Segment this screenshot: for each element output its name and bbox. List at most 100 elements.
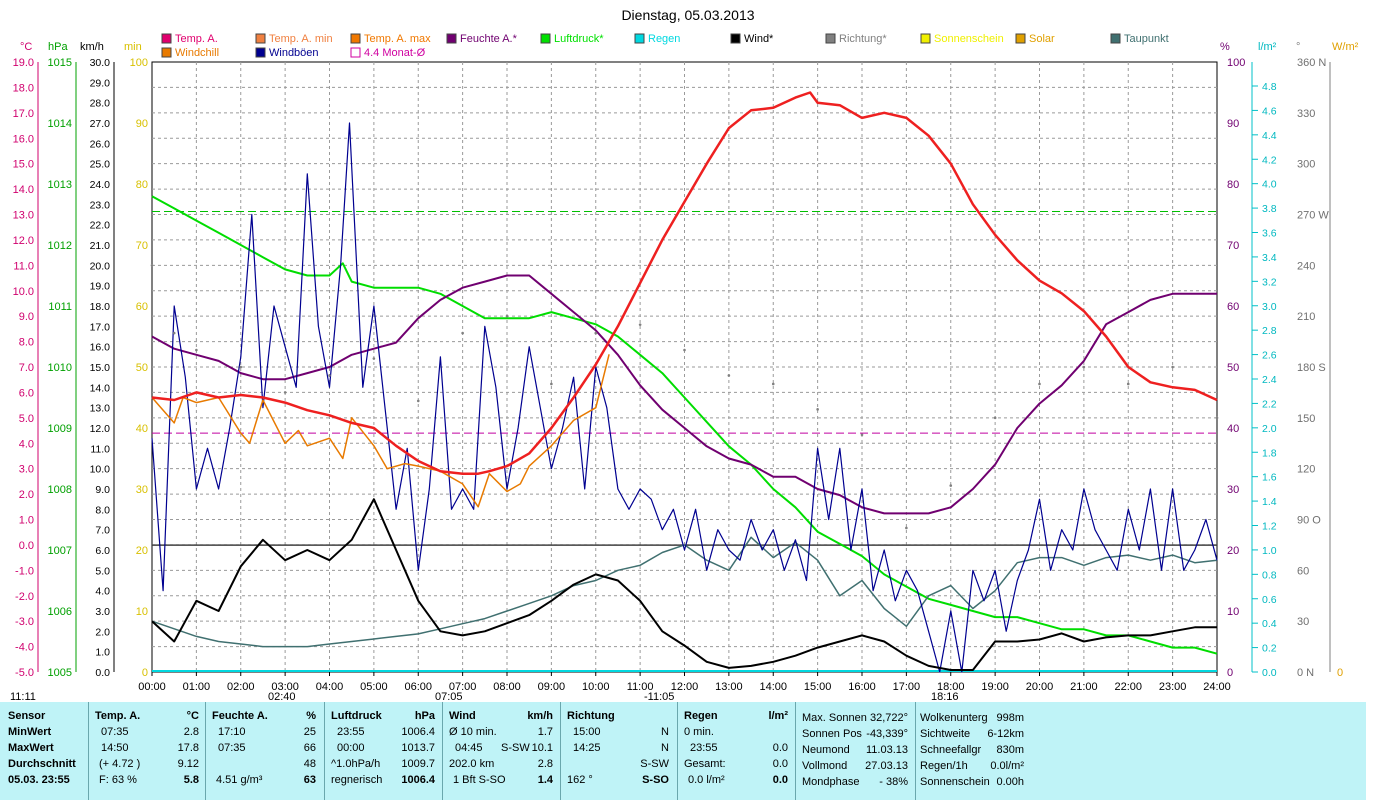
stats-richtung-time: 15:00 <box>573 726 601 738</box>
wind-tick-label: 5.0 <box>95 565 110 577</box>
x-tick-label: 05:00 <box>360 681 388 693</box>
stats-wind-value: 2.8 <box>537 758 553 770</box>
humidity-tick-label: 0 <box>1227 667 1233 679</box>
temp-tick-label: 2.0 <box>19 489 34 501</box>
astro-label: Sonnenschein <box>920 776 990 788</box>
stats-header-druck: Luftdruck <box>331 710 382 722</box>
pressure-tick-label: 1013 <box>48 179 72 191</box>
temp-tick-label: 19.0 <box>13 57 34 69</box>
stats-regen-value: 0.0 <box>772 742 788 754</box>
astro-value: 830m <box>996 744 1024 756</box>
legend-label: Feuchte A.* <box>460 33 518 45</box>
legend-swatch <box>446 33 457 44</box>
min-tick-label: 0 <box>142 667 148 679</box>
stats-regen-col: Regen l/m² 0 min. 23:55 0.0 Gesamt: 0.0 0.0… <box>684 708 788 788</box>
wind-tick-label: 12.0 <box>90 423 111 435</box>
stats-header-temp: Temp. A. <box>95 710 141 722</box>
stats-panel: Sensor MinWert MaxWert Durchschnitt 05.0… <box>0 702 1366 800</box>
series-line-windben <box>151 122 1218 673</box>
humidity-tick-label: 60 <box>1227 301 1239 313</box>
direction-point <box>638 323 642 326</box>
x-tick-label: 17:00 <box>893 681 921 693</box>
direction-point <box>860 433 864 437</box>
x-tick-label: 13:00 <box>715 681 743 693</box>
wind-tick-label: 27.0 <box>90 118 111 130</box>
stats-regen-note: Gesamt: <box>684 758 726 770</box>
rain-tick-label: 1.8 <box>1262 447 1277 459</box>
marker-label: 07:05 <box>435 691 463 702</box>
wind-tick-label: 14.0 <box>90 382 111 394</box>
temp-tick-label: -3.0 <box>15 616 34 628</box>
legend-swatch <box>350 33 361 44</box>
stats-temp-value: 9.12 <box>177 758 199 770</box>
humidity-tick-label: 90 <box>1227 118 1239 130</box>
stats-unit-regen: l/m² <box>768 710 788 722</box>
wind-tick-label: 13.0 <box>90 403 111 415</box>
temp-unit-label: °C <box>20 41 32 53</box>
series-layer <box>150 91 1219 673</box>
stats-feuchte-time: 07:35 <box>218 742 246 754</box>
temp-tick-label: 0.0 <box>19 540 34 552</box>
legend-label: Regen <box>648 33 680 45</box>
astro-value: 11.03.13 <box>865 744 908 756</box>
direction-point <box>683 348 686 352</box>
rain-tick-label: 3.0 <box>1262 301 1277 313</box>
min-tick-label: 30 <box>136 484 148 496</box>
astro-label: Max. Sonnen <box>802 712 867 724</box>
stats-wind-value: 10.1 <box>531 742 553 754</box>
rain-tick-label: 0.0 <box>1262 667 1277 679</box>
temp-tick-label: 18.0 <box>13 82 34 94</box>
direction-point <box>594 331 598 335</box>
stats-wind-value: 1.7 <box>537 726 553 738</box>
stats-header-sensor: Sensor <box>8 710 46 722</box>
temp-tick-label: -4.0 <box>15 642 34 654</box>
axis-units: °C hPa km/h min% l/m² ° W/m² <box>20 41 1359 53</box>
direction-point <box>727 374 731 377</box>
x-tick-label: 21:00 <box>1070 681 1098 693</box>
stats-temp-current: 5.8 <box>183 774 199 786</box>
stats-astro2-col: Wolkenunterg 998m Sichtweite 6-12km Schnee… <box>920 710 1024 790</box>
x-tick-label: 24:00 <box>1203 681 1231 693</box>
x-tick-label: 11:00 <box>627 681 654 693</box>
direction-point <box>239 365 243 369</box>
dir-tick-label: 0 N <box>1297 667 1314 679</box>
rain-tick-label: 0.6 <box>1262 594 1277 606</box>
wind-tick-label: 0.0 <box>95 667 110 679</box>
pressure-tick-label: 1010 <box>48 362 72 374</box>
wind-tick-label: 3.0 <box>95 606 110 618</box>
humidity-tick-label: 70 <box>1227 240 1239 252</box>
direction-point <box>195 348 198 352</box>
stats-row-label: MaxWert <box>8 742 54 754</box>
stats-row-label: 05.03. 23:55 <box>8 774 70 786</box>
stats-astro1-col: Max. Sonnen 32,722° Sonnen Pos -43,339° Ne… <box>802 710 908 790</box>
x-tick-label: 09:00 <box>538 681 566 693</box>
legend-label: Temp. A. <box>175 33 218 45</box>
wind-tick-label: 2.0 <box>95 626 110 638</box>
dir-tick-label: 330 <box>1297 108 1315 120</box>
series-line-feuchtea <box>151 274 1217 515</box>
direction-point <box>905 526 908 530</box>
astro-value: -43,339° <box>866 728 908 740</box>
x-tick-label: 15:00 <box>804 681 832 693</box>
stats-richtung-current: S-SO <box>642 774 669 786</box>
direction-point <box>1126 382 1130 386</box>
temp-tick-label: 3.0 <box>19 464 34 476</box>
solar-unit-label: W/m² <box>1332 41 1359 53</box>
min-tick-label: 50 <box>136 362 148 374</box>
stats-richtung-value: S-SW <box>640 758 669 770</box>
wind-tick-label: 20.0 <box>90 260 111 272</box>
dir-tick-label: 90 O <box>1297 515 1321 527</box>
stats-druck-value: 1006.4 <box>401 726 435 738</box>
rain-tick-label: 4.2 <box>1262 154 1277 166</box>
sunset-label: 18:16 <box>931 691 959 702</box>
pressure-tick-label: 1009 <box>48 423 72 435</box>
series-line-taupunkt <box>151 536 1218 648</box>
stats-temp-value: 17.8 <box>177 742 199 754</box>
legend-label: Richtung* <box>839 33 887 45</box>
astro-label: Neumond <box>802 744 850 756</box>
stats-druck-col: Luftdruck hPa 23:55 1006.4 00:00 1013.7 ^1.… <box>331 708 435 788</box>
stats-sensor-col: Sensor MinWert MaxWert Durchschnitt 05.0… <box>8 708 84 788</box>
time-markers: 11:11 02:40 07:05 -11:05 18:16 <box>10 691 959 702</box>
min-tick-label: 60 <box>136 301 148 313</box>
stats-feuchte-col: Feuchte A.% 17:10 25 07:35 66 48 4.51 g/m³… <box>212 708 316 788</box>
